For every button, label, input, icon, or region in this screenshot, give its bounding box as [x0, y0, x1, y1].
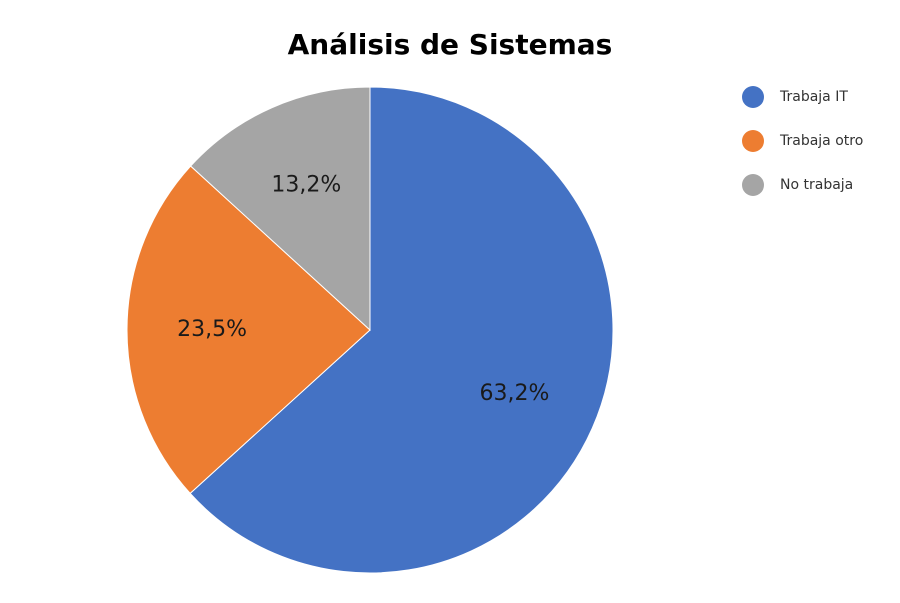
- pie-slice-no-trabaja: [189, 86, 371, 332]
- legend: Trabaja IT Trabaja otro No trabaja: [742, 86, 863, 218]
- legend-swatch-trabaja-otro: [742, 130, 764, 152]
- legend-label-trabaja-otro: Trabaja otro: [780, 133, 864, 149]
- legend-item-trabaja-it: Trabaja IT: [742, 86, 863, 108]
- legend-label-trabaja-it: Trabaja IT: [780, 89, 848, 105]
- data-label-trabaja-it: 63,2%: [479, 381, 549, 406]
- chart-title: Análisis de Sistemas: [287, 28, 613, 61]
- legend-swatch-trabaja-it: [742, 86, 764, 108]
- pie-slice-trabaja-otro: [126, 165, 371, 495]
- legend-item-no-trabaja: No trabaja: [742, 174, 863, 196]
- legend-label-no-trabaja: No trabaja: [780, 177, 854, 193]
- legend-item-trabaja-otro: Trabaja otro: [742, 130, 863, 152]
- data-label-trabaja-otro: 23,5%: [177, 317, 247, 342]
- pie-slice-trabaja-it: [189, 86, 614, 574]
- legend-swatch-no-trabaja: [742, 174, 764, 196]
- data-label-no-trabaja: 13,2%: [271, 172, 341, 197]
